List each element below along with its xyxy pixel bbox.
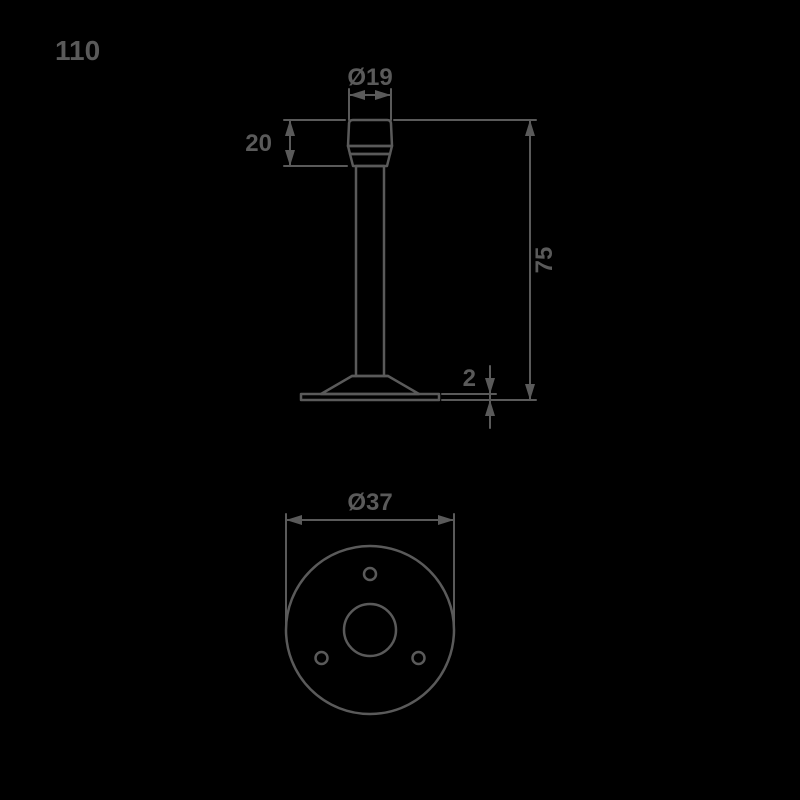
- dimension-annotations: Ø19 20 75 2 Ø37: [245, 64, 558, 625]
- svg-text:Ø19: Ø19: [347, 64, 392, 91]
- svg-text:20: 20: [245, 130, 272, 157]
- base-plan-view: [286, 546, 454, 714]
- part-number-label: 110: [55, 35, 100, 66]
- svg-text:75: 75: [531, 247, 558, 274]
- svg-text:2: 2: [463, 365, 476, 392]
- side-elevation-view: [301, 120, 439, 400]
- svg-text:Ø37: Ø37: [347, 489, 392, 516]
